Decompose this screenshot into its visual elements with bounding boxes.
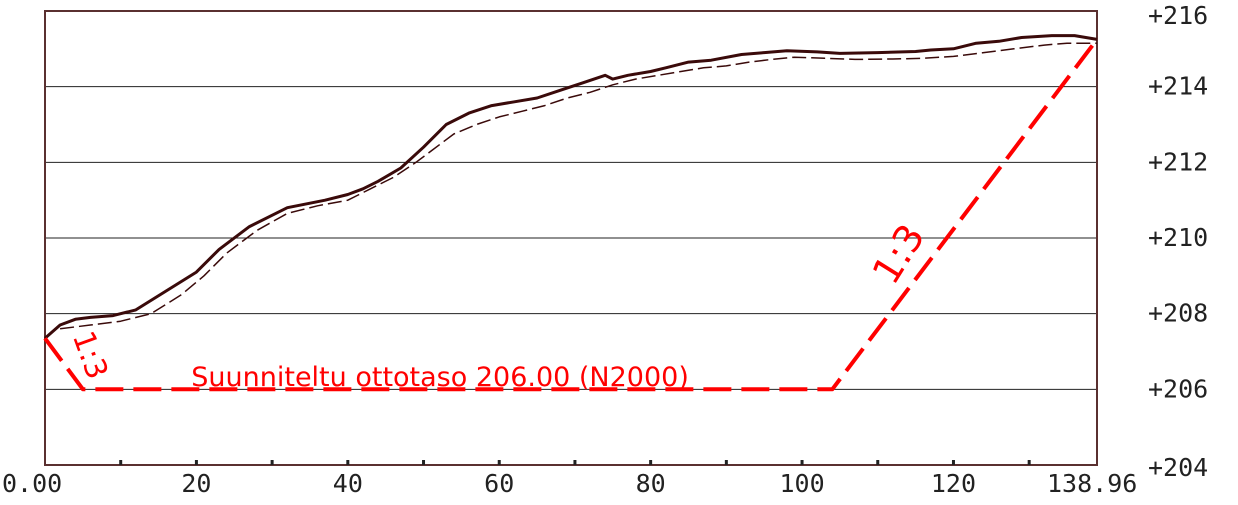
x-tick-label: 100 [779,469,824,498]
series [43,34,1099,392]
x-tick-label: 40 [333,469,363,498]
x-tick-label: 0.00 [2,469,62,498]
grid [45,86,1097,390]
annotations: Suunniteltu ottotaso 206.00 (N2000) 1:3 … [65,216,934,392]
ground-surface-dashed-line [60,42,1097,330]
y-axis: +204 +206 +208 +210 +212 +214 +216 [1148,1,1208,482]
ground-surface-line [44,34,1098,340]
x-axis: 0.00 20 40 60 80 100 120 138.96 [2,460,1137,498]
y-tick-label: +204 [1148,453,1208,482]
y-tick-label: +216 [1148,1,1208,30]
y-tick-label: +208 [1148,299,1208,328]
plot-frame [44,10,1098,466]
design-level-label: Suunniteltu ottotaso 206.00 (N2000) [191,362,689,393]
y-tick-label: +214 [1148,72,1208,101]
y-tick-label: +210 [1148,223,1208,252]
y-tick-label: +212 [1148,147,1208,176]
x-tick-label: 60 [484,469,514,498]
slope-label-right: 1:3 [864,216,934,291]
x-tick-label: 80 [636,469,666,498]
x-tick-label: 20 [181,469,211,498]
y-tick-label: +206 [1148,374,1208,403]
design-excavation-line [43,38,1099,392]
x-tick-label: 138.96 [1047,469,1137,498]
x-tick-label: 120 [931,469,976,498]
